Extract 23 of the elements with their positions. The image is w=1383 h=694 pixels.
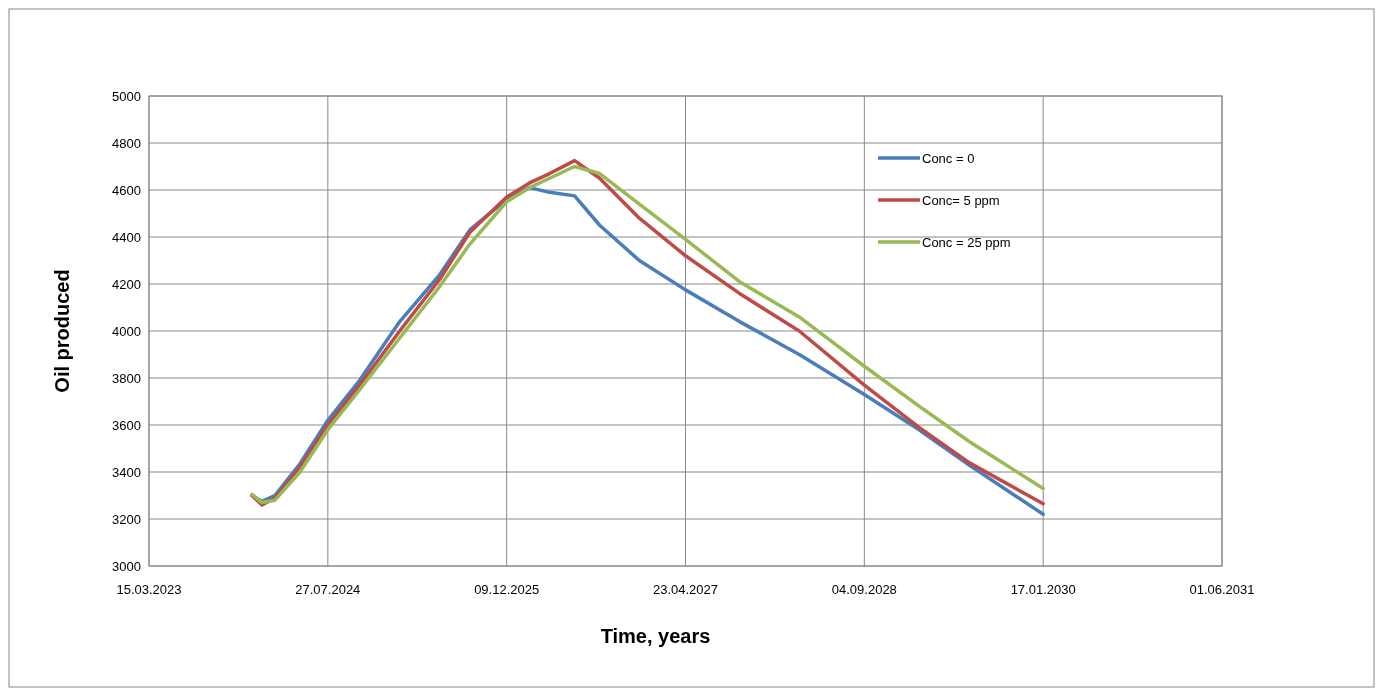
- y-tick-label: 3200: [112, 511, 141, 527]
- y-tick-label: 3600: [112, 417, 141, 433]
- legend-label: Conc = 25 ppm: [922, 234, 1011, 250]
- x-tick-label: 23.04.2027: [652, 582, 719, 597]
- y-tick-label: 3800: [112, 370, 141, 386]
- x-axis-title: Time, years: [600, 625, 711, 647]
- y-tick-label: 5000: [112, 88, 141, 104]
- x-tick-label: 01.06.2031: [1189, 582, 1255, 597]
- x-tick-label: 04.09.2028: [831, 582, 897, 597]
- y-tick-label: 4600: [112, 182, 141, 198]
- y-tick-label: 4000: [112, 323, 141, 339]
- x-tick-label: 27.07.2024: [295, 582, 361, 597]
- y-tick-label: 4400: [112, 229, 141, 245]
- y-tick-label: 3000: [112, 558, 141, 574]
- x-tick-label: 09.12.2025: [474, 582, 540, 597]
- legend-label: Conc = 0: [922, 150, 975, 166]
- y-tick-label: 4200: [112, 276, 141, 292]
- x-tick-label: 17.01.2030: [1010, 582, 1076, 597]
- y-axis-title: Oil produced: [51, 269, 73, 393]
- legend-label: Conc= 5 ppm: [922, 192, 1000, 208]
- y-tick-label: 4800: [112, 135, 141, 151]
- y-tick-label: 3400: [112, 464, 141, 480]
- x-tick-label: 15.03.2023: [116, 582, 182, 597]
